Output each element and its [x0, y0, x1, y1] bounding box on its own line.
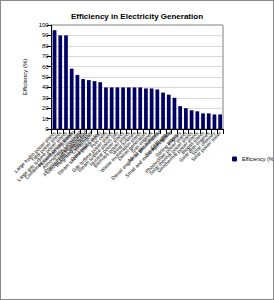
svg-text:Steam turbine plants (coal): Steam turbine plants (coal): [56, 129, 103, 177]
svg-text:Pressurized Fluidized Bed: Pressurized Fluidized Bed: [42, 127, 89, 174]
svg-text:Biomass power plants: Biomass power plants: [92, 129, 131, 169]
svg-text:Efficiency (%): Efficiency (%): [22, 59, 28, 96]
svg-text:Large hydro power plants: Large hydro power plants: [12, 129, 57, 174]
svg-text:Diesel generators: Diesel generators: [116, 129, 148, 162]
svg-text:Stirling engines: Stirling engines: [153, 129, 183, 159]
svg-text:Steam turbine plants (oil): Steam turbine plants (oil): [76, 129, 120, 174]
svg-text:90: 90: [42, 32, 49, 38]
svg-text:Gas engines: Gas engines: [129, 129, 154, 154]
svg-text:50: 50: [42, 74, 49, 80]
svg-text:Efficiency in Electricity Gene: Efficiency in Electricity Generation: [71, 12, 203, 21]
svg-text:70: 70: [42, 53, 49, 59]
svg-text:Gas turbine power plants: Gas turbine power plants: [70, 129, 114, 174]
svg-text:Small and micro hydro power: Small and micro hydro power: [123, 127, 175, 179]
svg-text:Waste incineration plants: Waste incineration plants: [98, 129, 143, 174]
svg-text:Large gas turbine power plants: Large gas turbine power plants: [15, 129, 69, 183]
svg-text:Diesel engine as decentralized: Diesel engine as decentralized: [109, 127, 163, 181]
svg-text:20: 20: [42, 105, 49, 111]
svg-text:30: 30: [42, 95, 49, 101]
svg-text:Solar dish engines: Solar dish engines: [177, 129, 211, 164]
svg-text:0: 0: [45, 126, 49, 132]
svg-text:80: 80: [42, 43, 49, 49]
svg-text:Pulverized coal boilers: Pulverized coal boilers: [36, 127, 78, 169]
svg-text:100: 100: [39, 22, 50, 28]
svg-text:40: 40: [42, 84, 49, 90]
svg-text:Tidal power plants: Tidal power plants: [29, 129, 63, 163]
svg-text:Solar chimney: Solar chimney: [190, 129, 217, 157]
svg-text:Solar power tower: Solar power tower: [190, 130, 223, 163]
svg-text:10: 10: [42, 116, 49, 122]
svg-text:Photovoltaic power plants: Photovoltaic power plants: [143, 129, 188, 175]
svg-text:Wind turbines: Wind turbines: [110, 129, 137, 156]
svg-text:Biogas plants: Biogas plants: [179, 129, 206, 156]
svg-text:Geothermal power plants: Geothermal power plants: [155, 129, 200, 174]
svg-text:Fuel cells: Fuel cells: [88, 129, 109, 149]
svg-text:Solar thermal power plants: Solar thermal power plants: [147, 129, 194, 177]
svg-text:Nuclear power plants: Nuclear power plants: [87, 129, 126, 168]
svg-text:Atmospheric Circulating: Atmospheric Circulating: [40, 127, 84, 171]
svg-text:Integrated Gasification: Integrated Gasification: [54, 127, 95, 169]
svg-text:60: 60: [42, 64, 49, 70]
svg-text:Efficiency (%): Efficiency (%): [242, 156, 273, 162]
